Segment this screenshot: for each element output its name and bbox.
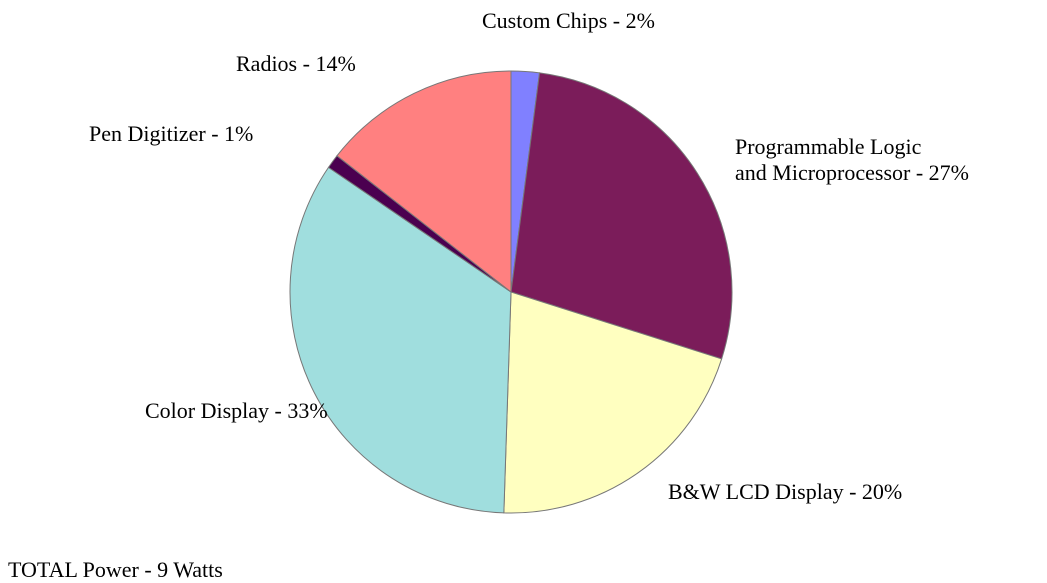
pie-slice xyxy=(503,291,723,514)
pie-slice xyxy=(510,72,733,360)
slice-label: Color Display - 33% xyxy=(145,398,328,423)
slice-label: Radios - 14% xyxy=(236,51,356,76)
pie-slice xyxy=(336,70,512,294)
slice-label: Pen Digitizer - 1% xyxy=(89,121,253,146)
slice-label: Custom Chips - 2% xyxy=(482,8,655,33)
pie-slice xyxy=(289,166,512,514)
slice-label: B&W LCD Display - 20% xyxy=(668,479,902,504)
annotation: TOTAL Power - 9 Watts xyxy=(8,557,223,582)
slice-label: Programmable Logic and Microprocessor - 2… xyxy=(735,134,969,185)
